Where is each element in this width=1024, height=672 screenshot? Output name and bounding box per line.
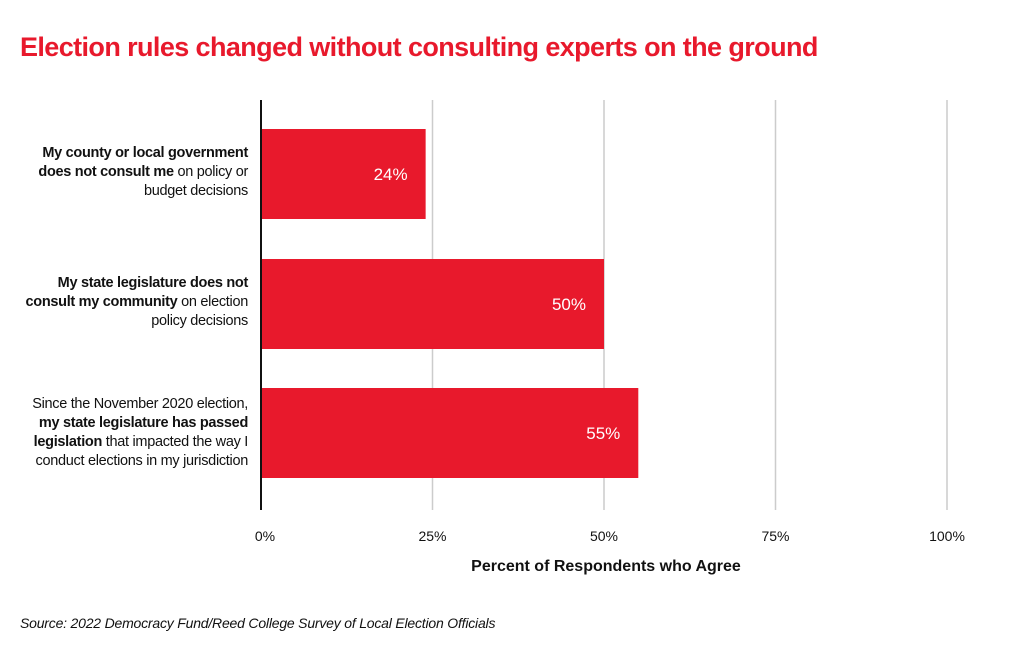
bar-value-label: 50%: [552, 295, 586, 314]
bar: [261, 259, 604, 349]
category-label-text: on election policy decisions: [151, 294, 248, 329]
bar-value-label: 24%: [374, 165, 408, 184]
x-tick-label: 100%: [929, 528, 965, 544]
category-label-text: Since the November 2020 election,: [32, 396, 248, 412]
category-label-text: on policy or budget decisions: [143, 164, 248, 199]
bar-value-label: 55%: [586, 424, 620, 443]
x-tick-label: 25%: [418, 528, 446, 544]
category-label-bold-text: My state legislature does not consult my…: [25, 275, 249, 310]
category-label: My county or local government does not c…: [10, 144, 248, 201]
x-axis-title: Percent of Respondents who Agree: [471, 558, 741, 575]
category-label-bold-text: my state legislature has passed legislat…: [33, 415, 249, 450]
x-tick-label: 0%: [255, 528, 275, 544]
category-label: Since the November 2020 election, my sta…: [10, 395, 248, 471]
x-tick-label: 50%: [590, 528, 618, 544]
chart-title: Election rules changed without consultin…: [20, 32, 818, 62]
category-label-bold-text: My county or local government does not c…: [38, 145, 248, 180]
bar: [261, 388, 639, 478]
bar: [261, 129, 426, 219]
source-note: Source: 2022 Democracy Fund/Reed College…: [20, 615, 496, 631]
category-label: My state legislature does not consult my…: [10, 274, 249, 331]
category-label-text: that impacted the way I conduct election…: [35, 434, 249, 469]
x-tick-label: 75%: [761, 528, 789, 544]
